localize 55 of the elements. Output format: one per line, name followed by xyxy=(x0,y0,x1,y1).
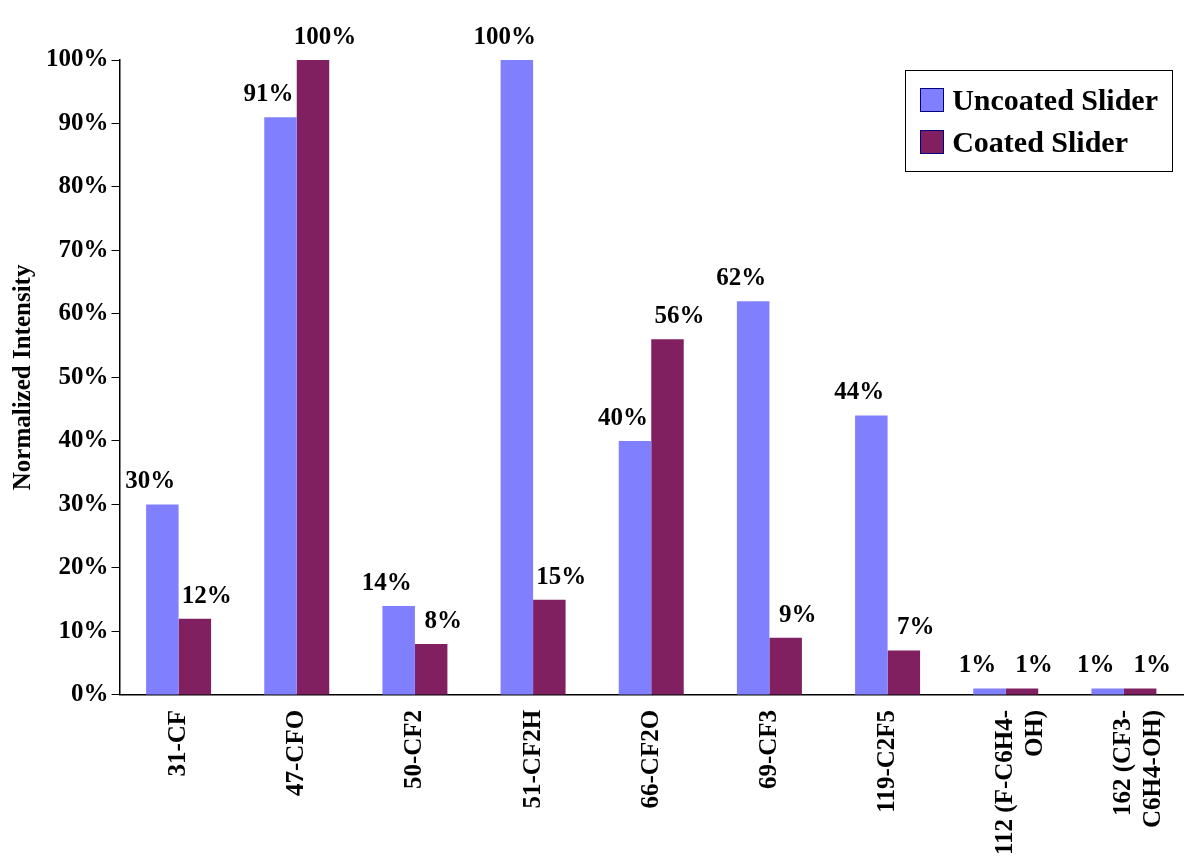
data-label: 100% xyxy=(473,21,537,49)
data-label: 9% xyxy=(778,599,817,627)
x-tick-label: 66-CF2O xyxy=(635,709,663,809)
data-label: 40% xyxy=(598,402,648,430)
data-label: 7% xyxy=(897,612,935,640)
x-tick-label: 162 (CF3-C6H4-OH) xyxy=(1108,709,1167,828)
data-label: 56% xyxy=(654,301,705,329)
bar xyxy=(382,606,415,695)
y-tick-label: 60% xyxy=(58,298,109,326)
data-label: 62% xyxy=(716,263,767,291)
data-label: 44% xyxy=(834,377,885,405)
x-tick-label: 119-C2F5 xyxy=(872,709,900,813)
y-tick-label: 0% xyxy=(71,679,109,707)
data-label: 100% xyxy=(293,21,357,49)
bar xyxy=(887,650,921,695)
y-tick-label: 30% xyxy=(58,488,109,516)
bar xyxy=(533,599,566,695)
bar xyxy=(855,415,888,695)
y-tick-label: 50% xyxy=(58,361,109,389)
data-label: 1% xyxy=(1133,650,1171,678)
data-label: 91% xyxy=(243,79,294,107)
y-tick-label: 90% xyxy=(58,107,109,135)
data-label: 1% xyxy=(1015,650,1053,678)
y-axis-title: Normalized Intensity xyxy=(8,264,36,491)
bar xyxy=(296,60,330,695)
x-tick-label: 47-CFO xyxy=(281,709,309,796)
y-tick-label: 20% xyxy=(58,552,109,580)
y-tick-label: 40% xyxy=(58,425,109,453)
legend-label: Uncoated Slider xyxy=(952,82,1158,118)
bar xyxy=(264,117,297,695)
bar xyxy=(146,504,179,695)
data-label: 12% xyxy=(181,580,232,608)
bar xyxy=(736,301,770,695)
x-tick-label: 50-CF2 xyxy=(399,709,427,790)
y-tick-label: 10% xyxy=(58,615,109,643)
x-tick-label: 51-CF2H xyxy=(517,709,545,809)
data-label: 1% xyxy=(1076,650,1115,678)
data-label: 14% xyxy=(361,567,412,595)
x-tick-label: 31-CF xyxy=(163,709,191,777)
x-tick-label: 69-CF3 xyxy=(753,709,781,790)
y-tick-label: 80% xyxy=(58,171,109,199)
data-label: 15% xyxy=(536,561,587,589)
bar xyxy=(500,60,534,695)
bar xyxy=(618,440,652,695)
y-tick-label: 70% xyxy=(58,234,109,262)
legend-label: Coated Slider xyxy=(952,124,1128,160)
bar xyxy=(178,618,212,695)
bar xyxy=(414,644,448,695)
data-label: 8% xyxy=(424,606,462,634)
y-tick-label: 100% xyxy=(46,44,109,72)
bar xyxy=(651,339,684,695)
bar xyxy=(769,637,802,695)
x-tick-label: 112 (F-C6H4-OH) xyxy=(990,709,1049,856)
data-label: 30% xyxy=(125,466,176,494)
data-label: 1% xyxy=(958,650,997,678)
